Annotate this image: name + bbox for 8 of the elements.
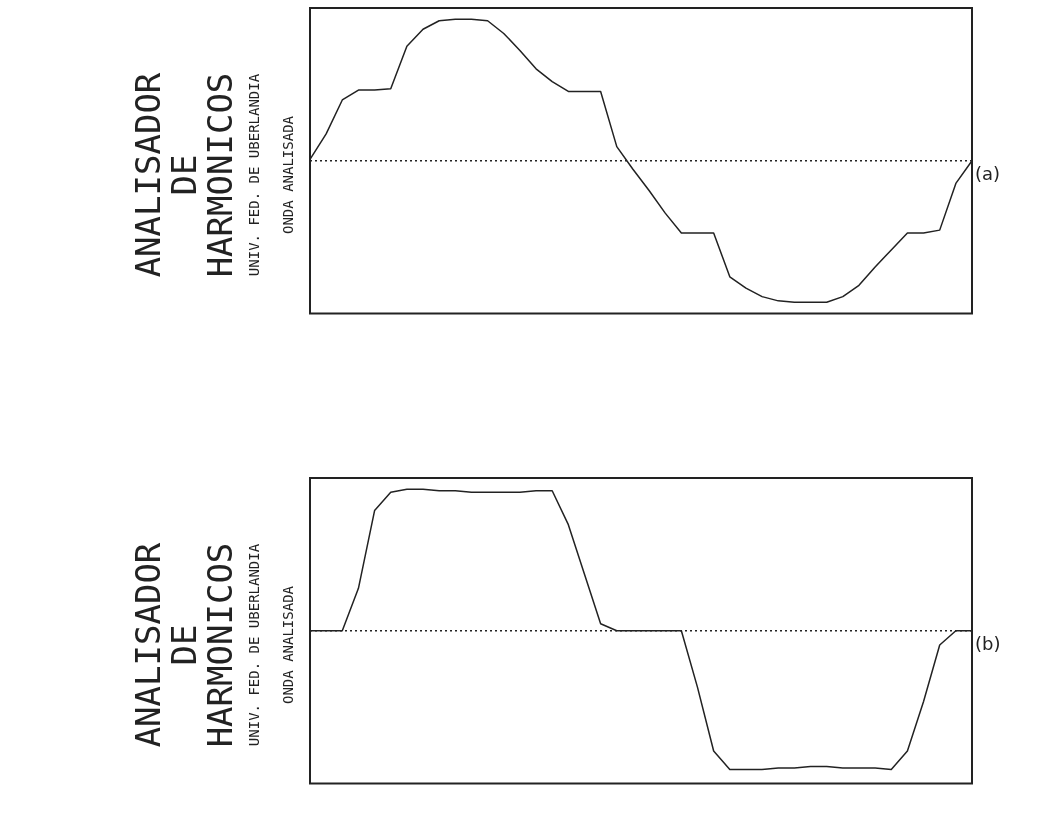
text: UNIV. FED. DE UBERLANDIA bbox=[246, 542, 262, 749]
text: ANALISADOR DE HARMONICOS bbox=[128, 541, 240, 750]
text: ONDA ANALISADA bbox=[280, 115, 296, 236]
text: (a) bbox=[975, 163, 1001, 184]
text: ONDA ANALISADA bbox=[280, 585, 296, 706]
text: UNIV. FED. DE UBERLANDIA bbox=[246, 72, 262, 279]
text: ANALISADOR DE HARMONICOS bbox=[128, 71, 240, 280]
text: (b) bbox=[975, 633, 1001, 654]
